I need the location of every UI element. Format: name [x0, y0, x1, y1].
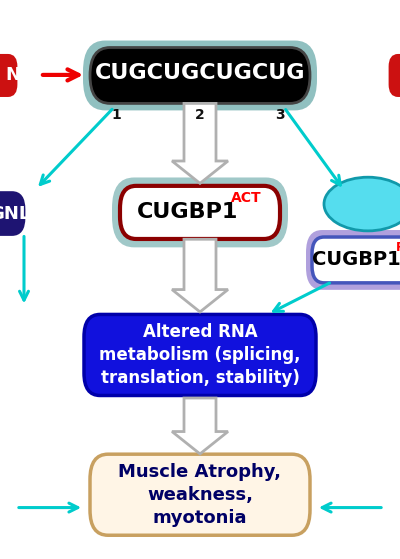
Polygon shape	[172, 103, 228, 183]
Text: Muscle Atrophy,
weakness,
myotonia: Muscle Atrophy, weakness, myotonia	[118, 463, 282, 527]
FancyBboxPatch shape	[390, 55, 400, 96]
Text: Altered RNA
metabolism (splicing,
translation, stability): Altered RNA metabolism (splicing, transl…	[99, 323, 301, 387]
Text: ACT: ACT	[231, 191, 261, 206]
Text: 2: 2	[195, 107, 205, 122]
FancyBboxPatch shape	[0, 55, 16, 96]
FancyBboxPatch shape	[90, 454, 310, 536]
Text: CUGBP1: CUGBP1	[312, 250, 400, 269]
Polygon shape	[172, 398, 228, 454]
Polygon shape	[172, 239, 228, 312]
Ellipse shape	[324, 177, 400, 231]
Text: REP: REP	[396, 241, 400, 254]
Text: CUGCUGCUGCUG: CUGCUGCUGCUG	[95, 63, 305, 83]
FancyBboxPatch shape	[0, 192, 24, 235]
FancyBboxPatch shape	[120, 186, 280, 239]
Text: 3: 3	[275, 107, 285, 122]
Text: CUGBP1: CUGBP1	[137, 202, 239, 222]
FancyBboxPatch shape	[112, 178, 288, 247]
Text: 1: 1	[111, 107, 121, 122]
FancyBboxPatch shape	[312, 237, 400, 283]
FancyBboxPatch shape	[84, 314, 316, 396]
FancyBboxPatch shape	[83, 41, 317, 111]
FancyBboxPatch shape	[90, 48, 310, 103]
Text: Ns: Ns	[5, 67, 31, 84]
FancyBboxPatch shape	[306, 230, 400, 290]
Text: GNL1: GNL1	[0, 205, 43, 222]
